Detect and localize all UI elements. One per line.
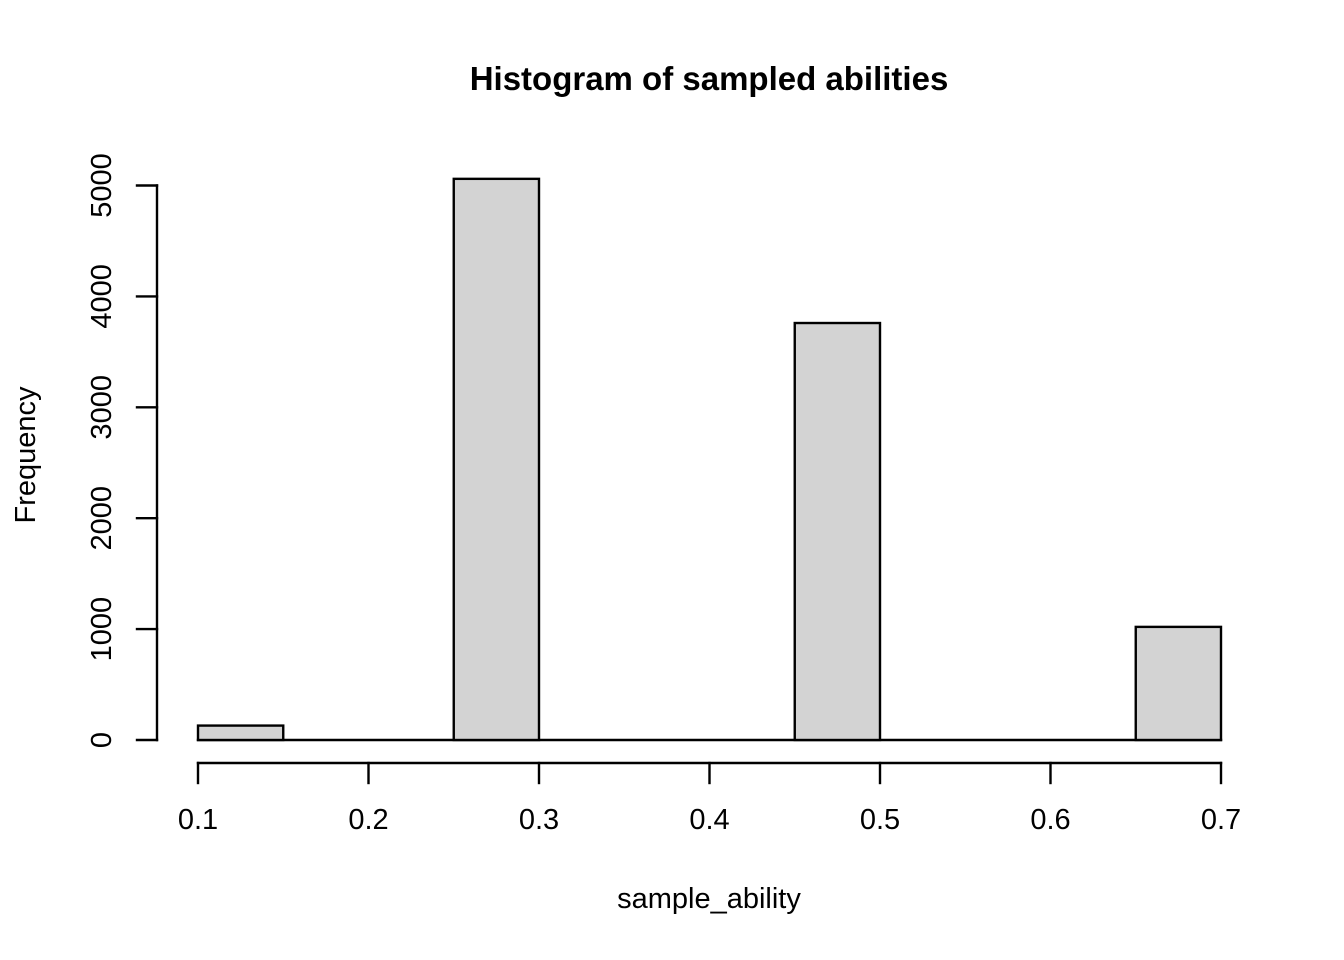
y-axis-group: 0 1000 2000 3000 4000 5000 <box>86 153 159 748</box>
x-tick-label: 0.3 <box>519 804 559 836</box>
x-tick-label: 0.5 <box>860 804 900 836</box>
y-tick-label: 4000 <box>86 264 118 329</box>
x-axis-label: sample_ability <box>617 883 801 915</box>
x-tick-label: 0.6 <box>1030 804 1070 836</box>
x-axis-group: 0.1 0.2 0.3 0.4 0.5 0.6 0.7 <box>178 761 1241 836</box>
y-tick-label: 2000 <box>86 486 118 551</box>
y-tick-label: 3000 <box>86 375 118 440</box>
x-tick-label: 0.1 <box>178 804 218 836</box>
y-tick-label: 1000 <box>86 597 118 662</box>
histogram-bar <box>1134 625 1223 742</box>
x-tick-label: 0.4 <box>689 804 729 836</box>
x-tick-label: 0.7 <box>1201 804 1241 836</box>
chart-title: Histogram of sampled abilities <box>470 60 949 97</box>
histogram-bar <box>196 724 285 742</box>
histogram-bar <box>452 177 541 742</box>
y-axis-label: Frequency <box>10 386 42 524</box>
y-tick-label: 0 <box>86 732 118 748</box>
histogram-bar <box>793 321 882 742</box>
bars-group <box>196 177 1223 742</box>
x-tick-label: 0.2 <box>348 804 388 836</box>
y-tick-label: 5000 <box>86 153 118 218</box>
